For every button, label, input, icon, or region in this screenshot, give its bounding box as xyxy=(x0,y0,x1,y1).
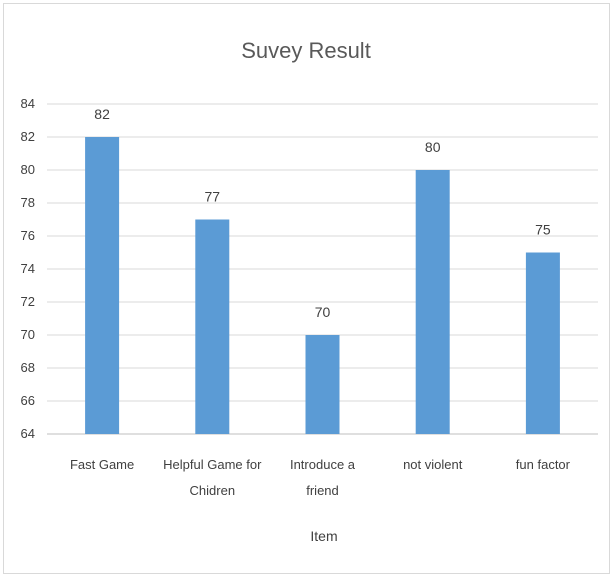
y-tick-label: 74 xyxy=(21,261,35,276)
data-label: 77 xyxy=(205,189,221,205)
y-tick-label: 68 xyxy=(21,360,35,375)
gridlines xyxy=(47,103,598,435)
bar xyxy=(525,252,560,434)
x-category-label: Chidren xyxy=(190,483,236,498)
data-label: 80 xyxy=(425,139,441,155)
chart-title: Suvey Result xyxy=(241,38,371,63)
y-tick-label: 84 xyxy=(21,96,35,111)
x-category-label: friend xyxy=(306,483,339,498)
y-tick-label: 76 xyxy=(21,228,35,243)
x-category-label: Introduce a xyxy=(290,457,356,472)
x-axis-categories: Fast Game Helpful Game for Chidren Introduc… xyxy=(70,457,571,498)
y-tick-label: 64 xyxy=(21,426,35,441)
y-tick-label: 82 xyxy=(21,129,35,144)
data-label: 70 xyxy=(315,304,331,320)
data-labels: 82 77 70 80 75 xyxy=(94,106,551,320)
x-category-label: Helpful Game for xyxy=(163,457,262,472)
bars xyxy=(85,137,560,434)
x-axis-title: Item xyxy=(310,528,337,544)
y-tick-label: 72 xyxy=(21,294,35,309)
y-axis-ticks: 64 66 68 70 72 74 76 78 80 82 84 xyxy=(21,96,35,441)
y-tick-label: 70 xyxy=(21,327,35,342)
data-label: 82 xyxy=(94,106,110,122)
x-category-label: fun factor xyxy=(516,457,571,472)
y-tick-label: 80 xyxy=(21,162,35,177)
data-label: 75 xyxy=(535,222,551,238)
x-category-label: not violent xyxy=(403,457,463,472)
bar xyxy=(305,335,340,434)
bar xyxy=(195,219,230,434)
y-tick-label: 78 xyxy=(21,195,35,210)
x-category-label: Fast Game xyxy=(70,457,134,472)
y-tick-label: 66 xyxy=(21,393,35,408)
bar xyxy=(85,137,120,434)
bar xyxy=(415,170,450,434)
